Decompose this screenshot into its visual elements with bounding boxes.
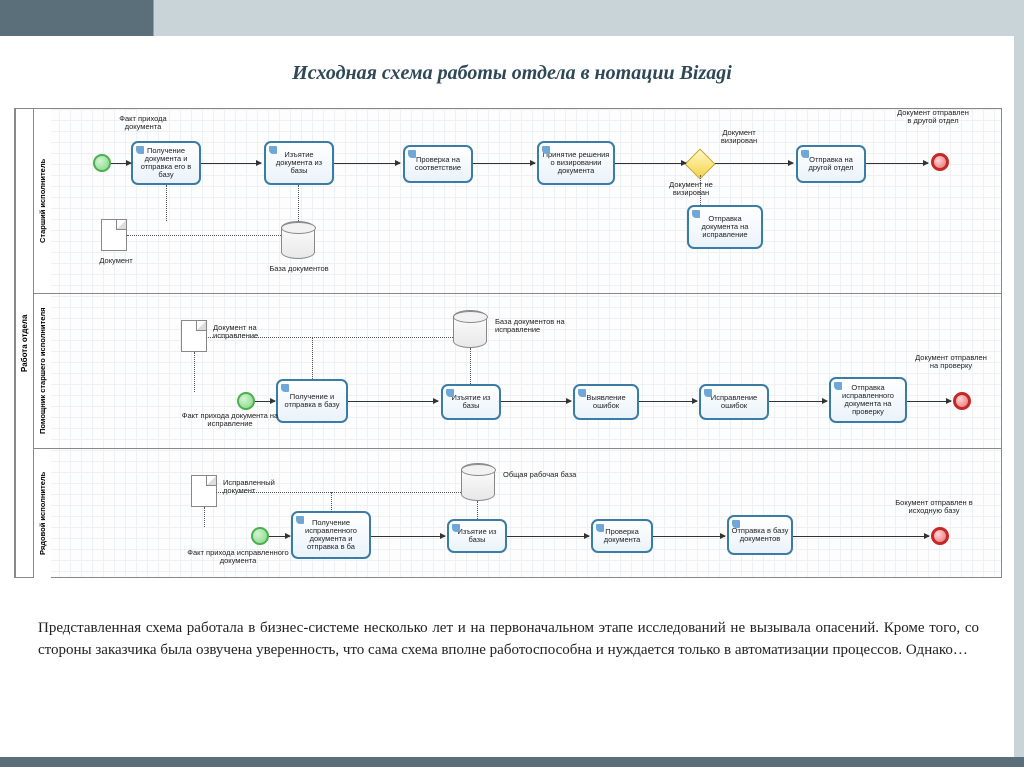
association-flow [331, 492, 332, 512]
association-flow [204, 507, 205, 527]
sequence-flow [501, 401, 571, 402]
start-event-icon [251, 527, 269, 545]
description-paragraph: Представленная схема работала в бизнес-с… [38, 618, 979, 662]
sequence-flow [653, 536, 725, 537]
document-icon [101, 219, 127, 251]
pool-label: Работа отдела [15, 109, 33, 577]
end-event-icon [931, 153, 949, 171]
lane-label: Старший исполнитель [33, 109, 51, 293]
task: Получение исправленного документа и отпр… [291, 511, 371, 559]
sequence-flow [111, 163, 131, 164]
task: Изъятие из базы [441, 384, 501, 420]
task: Отправка в базу документов [727, 515, 793, 555]
annotation: Факт прихода исправленного документа [173, 549, 303, 565]
bpmn-diagram: Работа отдела Старший исполнитель Получен… [14, 108, 1002, 578]
task: Проверка документа [591, 519, 653, 553]
annotation: Документ не визирован [659, 181, 723, 197]
sequence-flow [639, 401, 697, 402]
association-flow [470, 348, 471, 384]
header-bar [0, 0, 1024, 36]
database-label: База документов [259, 265, 339, 273]
sequence-flow [269, 536, 290, 537]
sequence-flow [507, 536, 589, 537]
sequence-flow [615, 163, 686, 164]
end-event-icon [953, 392, 971, 410]
lane-label: Помощник старшего исполнителя [33, 294, 51, 448]
task: Изъятие документа из базы [264, 141, 334, 185]
lane-label: Рядовой исполнитель [33, 449, 51, 578]
task: Проверка на соответствие [403, 145, 473, 183]
sequence-flow [769, 401, 827, 402]
association-flow [216, 492, 461, 493]
database-label: База документов на исправление [495, 318, 575, 334]
sequence-flow [201, 163, 261, 164]
sequence-flow [255, 401, 275, 402]
start-event-icon [237, 392, 255, 410]
sequence-flow [866, 163, 928, 164]
database-icon [453, 310, 487, 348]
association-flow [298, 185, 299, 221]
database-label: Общая рабочая база [503, 471, 583, 479]
database-icon [281, 221, 315, 259]
lane-l2: Помощник старшего исполнителяПолучение и… [33, 294, 1001, 449]
lane-l1: Старший исполнитель Получение документа и… [33, 109, 1001, 294]
task: Отправка исправленного документа на пров… [829, 377, 907, 423]
association-flow [700, 175, 701, 205]
sequence-flow [793, 536, 929, 537]
annotation: Документ визирован [709, 129, 769, 145]
database-icon [461, 463, 495, 501]
document-label: Документ [81, 257, 151, 265]
association-flow [127, 235, 281, 236]
task: Отправка на другой отдел [796, 145, 866, 183]
sequence-flow [715, 163, 793, 164]
start-event-icon [93, 154, 111, 172]
annotation: Факт прихода документа на исправление [171, 412, 289, 428]
lane-l3: Рядовой исполнитель Получение исправленно… [33, 449, 1001, 578]
annotation: Документ отправлен на проверку [911, 354, 991, 370]
annotation: Факт прихода документа [109, 115, 177, 131]
task: Получение документа и отправка его в баз… [131, 141, 201, 185]
association-flow [166, 185, 167, 221]
sequence-flow [371, 536, 445, 537]
association-flow [194, 352, 195, 392]
page-title: Исходная схема работы отдела в нотации B… [0, 62, 1024, 85]
document-icon [191, 475, 217, 507]
association-flow [312, 337, 313, 379]
task: Изъятие из базы [447, 519, 507, 553]
task: Выявление ошибок [573, 384, 639, 420]
sequence-flow [473, 163, 535, 164]
sequence-flow [907, 401, 951, 402]
end-event-icon [931, 527, 949, 545]
sequence-flow [348, 401, 438, 402]
annotation: Бокумент отправлен в исходную базу [895, 499, 973, 515]
side-bar [1014, 36, 1024, 757]
sequence-flow [334, 163, 400, 164]
task: Принятие решения о визировании документа [537, 141, 615, 185]
association-flow [206, 337, 453, 338]
task: Исправление ошибок [699, 384, 769, 420]
document-icon [181, 320, 207, 352]
annotation: Документ отправлен в другой отдел [895, 109, 971, 125]
task: Отправка документа на исправление [687, 205, 763, 249]
footer-bar [0, 757, 1024, 767]
association-flow [477, 501, 478, 519]
